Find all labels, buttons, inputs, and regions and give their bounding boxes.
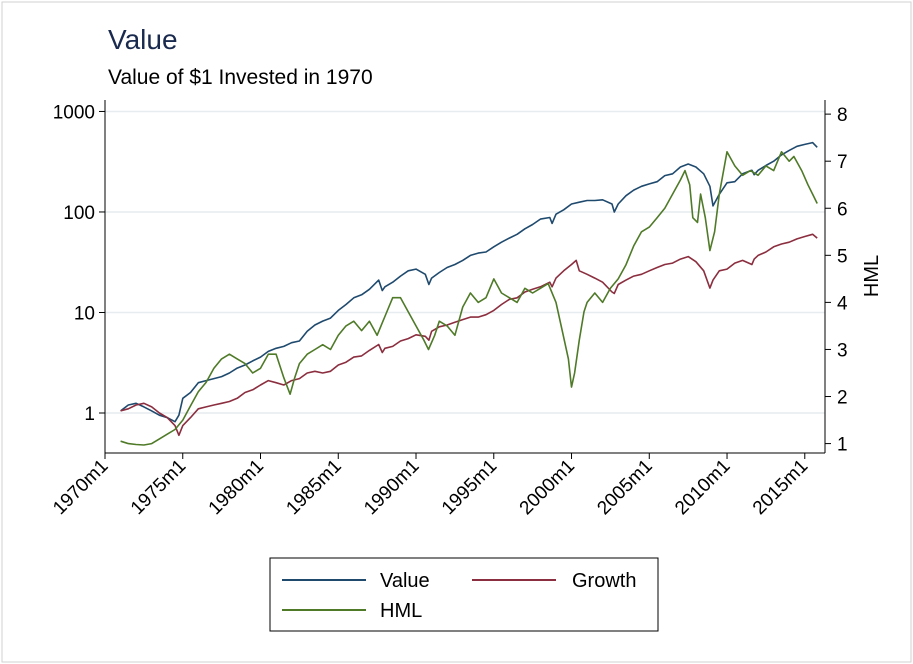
x-tick-label: 1970m1 bbox=[49, 456, 112, 519]
x-tick-label: 2005m1 bbox=[593, 456, 656, 519]
y-left-tick-label: 100 bbox=[63, 203, 95, 224]
legend-label-value: Value bbox=[380, 570, 430, 592]
legend-label-hml: HML bbox=[380, 600, 422, 622]
y-right-tick-label: 1 bbox=[837, 435, 848, 456]
y-left-tick-label: 10 bbox=[74, 303, 95, 324]
x-tick-label: 1985m1 bbox=[282, 456, 345, 519]
gridlines bbox=[105, 110, 825, 414]
y-right-tick-label: 3 bbox=[837, 340, 848, 361]
x-tick-label: 1975m1 bbox=[127, 456, 190, 519]
legend: Value Growth HML bbox=[269, 557, 659, 632]
series bbox=[120, 141, 818, 446]
y-right-tick-label: 6 bbox=[837, 199, 848, 220]
series-line-value bbox=[120, 141, 818, 423]
y-right-tick-label: 8 bbox=[837, 105, 848, 126]
y-right-tick-label: 4 bbox=[837, 293, 848, 314]
axes bbox=[104, 100, 826, 454]
y-left-tick-label: 1000 bbox=[53, 102, 95, 123]
series-line-hml bbox=[120, 151, 818, 446]
y-right-axis-label: HML bbox=[861, 255, 883, 297]
chart-subtitle: Value of $1 Invested in 1970 bbox=[108, 66, 373, 89]
tick-labels: 1 10 100 1000 1 2 3 4 5 6 7 8 1970m1 1975m1 1980m1 1985… bbox=[49, 102, 848, 519]
x-tick-label: 1995m1 bbox=[438, 456, 501, 519]
series-line-growth bbox=[120, 233, 818, 437]
y-left-tick-label: 1 bbox=[84, 404, 95, 425]
legend-box bbox=[269, 557, 659, 632]
y-right-tick-label: 2 bbox=[837, 388, 848, 409]
y-right-tick-label: 5 bbox=[837, 246, 848, 267]
x-tick-label: 1980m1 bbox=[205, 456, 268, 519]
x-tick-label: 2010m1 bbox=[671, 456, 734, 519]
x-tick-label: 2015m1 bbox=[749, 456, 812, 519]
legend-label-growth: Growth bbox=[572, 570, 636, 592]
y-right-tick-label: 7 bbox=[837, 152, 848, 173]
x-tick-label: 2000m1 bbox=[516, 456, 579, 519]
x-tick-label: 1990m1 bbox=[360, 456, 423, 519]
chart-title: Value bbox=[108, 24, 178, 55]
